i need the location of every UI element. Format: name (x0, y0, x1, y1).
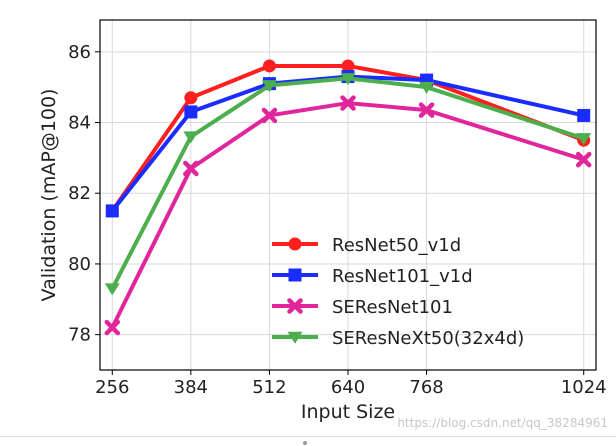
decorative-dot (303, 441, 307, 445)
legend-marker (287, 331, 303, 344)
legend-item: SEResNeXt50(32x4d) (272, 328, 524, 349)
data-point (340, 73, 356, 86)
series-seresnext50-32x4d- (104, 73, 592, 296)
data-point (341, 59, 355, 73)
y-tick-label: 84 (68, 113, 91, 134)
y-tick-label: 82 (68, 183, 91, 204)
y-tick-label: 86 (68, 42, 91, 63)
data-point (183, 160, 199, 177)
legend-item: ResNet50_v1d (272, 235, 461, 256)
series-seresnet101 (104, 95, 592, 336)
series-layer (104, 59, 592, 336)
y-tick-label: 78 (68, 325, 91, 346)
legend-marker (288, 268, 302, 282)
legend: ResNet50_v1d ResNet101_v1d SEResNet101 SERe… (272, 235, 524, 349)
data-point (261, 107, 278, 124)
data-point (104, 319, 121, 336)
x-axis-label: Input Size (301, 401, 395, 423)
divider (0, 436, 616, 437)
legend-label: SEResNet101 (332, 297, 453, 318)
legend-label: ResNet101_v1d (332, 266, 473, 287)
x-tick-label: 512 (252, 377, 286, 398)
x-tick-label: 256 (95, 377, 129, 398)
x-tick-label: 768 (409, 377, 443, 398)
data-point (576, 133, 592, 146)
data-point (105, 204, 119, 218)
series-line (110, 63, 586, 213)
data-point (340, 95, 356, 111)
y-axis-label: Validation (mAP@100) (38, 89, 60, 302)
tick-labels: 256 384 512 640 768 1024 78 80 82 84 86 (68, 42, 607, 398)
data-point (183, 131, 199, 144)
data-point (184, 105, 198, 119)
x-tick-label: 1024 (561, 377, 607, 398)
data-point (261, 80, 277, 93)
legend-label: ResNet50_v1d (332, 235, 461, 256)
series-line (110, 101, 586, 330)
x-tick-label: 640 (331, 377, 365, 398)
legend-label: SEResNeXt50(32x4d) (332, 328, 524, 349)
data-point (575, 151, 592, 168)
data-point (104, 283, 120, 296)
watermark-text: https://blog.csdn.net/qq_38284961 (397, 416, 608, 430)
series-line (110, 76, 586, 291)
x-tick-label: 384 (174, 377, 208, 398)
legend-marker (288, 237, 302, 251)
data-point (577, 108, 591, 122)
data-point (419, 81, 435, 94)
legend-item: ResNet101_v1d (272, 266, 473, 287)
data-point (184, 91, 198, 105)
legend-item: SEResNet101 (272, 297, 453, 318)
y-tick-label: 80 (68, 254, 91, 275)
legend-marker (287, 298, 303, 314)
data-point (418, 102, 435, 118)
data-point (262, 59, 276, 73)
